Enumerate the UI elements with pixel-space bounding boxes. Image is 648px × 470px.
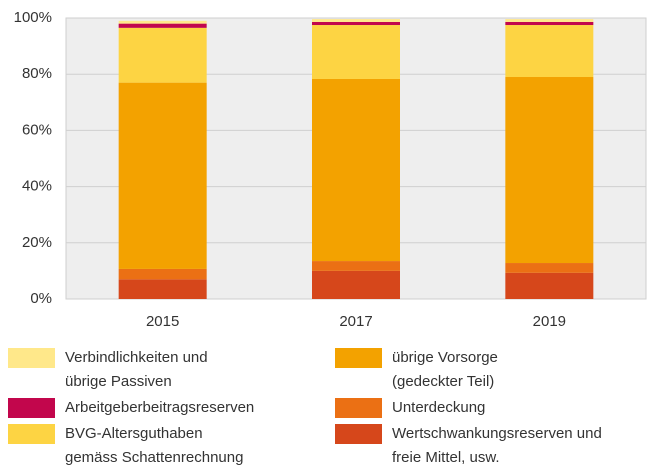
bar-segment [505, 263, 594, 273]
y-tick-label: 100% [14, 9, 52, 26]
bar-segment [118, 268, 207, 280]
bar-segment [118, 279, 207, 299]
bar-segment [312, 21, 400, 26]
legend-swatch [335, 398, 382, 418]
legend-swatch [335, 348, 382, 368]
bar-segment [505, 21, 594, 26]
legend-label: übrige Vorsorge (gedeckter Teil) [392, 349, 498, 390]
legend-item: Arbeitgeberbeitragsreserven [8, 396, 254, 420]
legend-label: Wertschwankungsreserven und freie Mittel… [392, 425, 602, 466]
bar-segment [118, 23, 207, 28]
bar-segment [505, 25, 594, 78]
legend-item: Wertschwankungsreserven und freie Mittel… [335, 422, 602, 470]
x-tick-label: 2019 [533, 313, 566, 330]
bar-segment [118, 82, 207, 269]
bar-segment [312, 19, 400, 22]
legend-label: Verbindlichkeiten und übrige Passiven [65, 349, 208, 390]
bar-segment [505, 272, 594, 299]
y-tick-label: 40% [22, 178, 52, 195]
legend-label: BVG-Altersguthaben gemäss Schattenrechnu… [65, 425, 244, 466]
y-tick-label: 20% [22, 234, 52, 251]
bar-segment [312, 25, 400, 79]
bar-segment [312, 78, 400, 262]
bar-segment [312, 270, 400, 299]
legend-item: Unterdeckung [335, 396, 485, 420]
y-tick-label: 80% [22, 65, 52, 82]
x-tick-label: 2017 [339, 313, 372, 330]
legend-label: Unterdeckung [392, 399, 486, 416]
legend-item: übrige Vorsorge (gedeckter Teil) [335, 346, 498, 394]
legend-swatch [335, 424, 382, 444]
legend-item: Verbindlichkeiten und übrige Passiven [8, 346, 208, 394]
legend-label: Arbeitgeberbeitragsreserven [65, 399, 255, 416]
bar-segment [505, 19, 594, 22]
y-tick-label: 0% [30, 290, 52, 307]
y-tick-label: 60% [22, 121, 52, 138]
chart: 0% 20% 40% 60% 80% 100% 2015 2017 2019 [14, 9, 647, 330]
bar-segment [505, 77, 594, 264]
bar-segment [118, 27, 207, 83]
bar-segment [312, 261, 400, 271]
legend-item: BVG-Altersguthaben gemäss Schattenrechnu… [8, 422, 243, 470]
legend-swatch [8, 424, 55, 444]
legend-swatch [8, 348, 55, 368]
legend-swatch [8, 398, 55, 418]
x-tick-label: 2015 [146, 313, 179, 330]
bar-segment [118, 20, 207, 24]
